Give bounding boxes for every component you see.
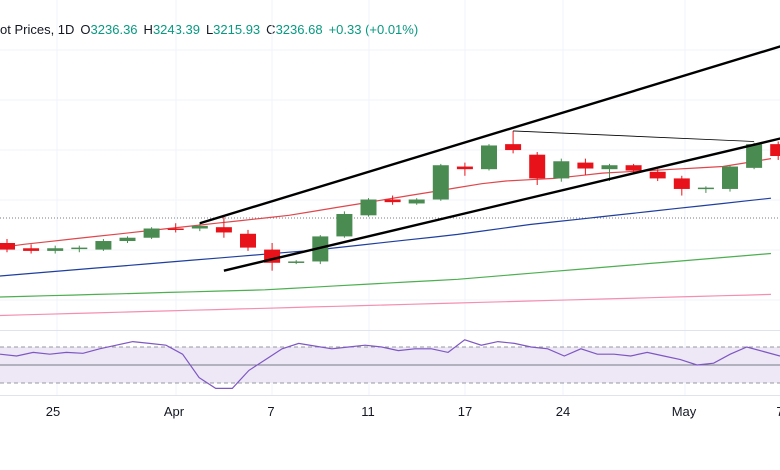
x-tick-label: May <box>672 404 697 419</box>
candle-body <box>288 261 305 263</box>
rsi-pane <box>0 330 780 389</box>
candle <box>360 198 377 217</box>
candle-body <box>23 248 40 251</box>
symbol-title: ot Prices, 1D <box>0 22 75 37</box>
open-value: 3236.36 <box>90 22 138 37</box>
candle <box>481 144 497 171</box>
candle-body <box>673 178 690 189</box>
candle <box>0 239 15 253</box>
candle <box>71 245 88 253</box>
grid-lines <box>0 0 780 395</box>
candle <box>215 216 232 238</box>
candle-body <box>167 228 184 230</box>
candle <box>553 158 570 182</box>
candle <box>119 236 136 243</box>
channel-upper-line <box>199 45 780 225</box>
candle <box>456 162 473 176</box>
x-tick-label: Apr <box>164 404 185 419</box>
candle <box>240 229 256 251</box>
candle-body <box>240 233 256 248</box>
candle-body <box>649 171 666 179</box>
open-label: O <box>80 22 91 37</box>
candle-body <box>191 225 208 229</box>
candle <box>432 163 449 201</box>
candle-body <box>770 144 780 156</box>
candle <box>167 223 184 233</box>
candle <box>191 223 208 232</box>
candle <box>722 165 738 192</box>
candle <box>505 130 522 154</box>
candle-body <box>505 144 522 151</box>
moving-averages <box>0 158 772 317</box>
candle-body <box>553 161 570 179</box>
x-tick-label: 25 <box>46 404 60 419</box>
candle <box>143 227 160 240</box>
close-label: C <box>266 22 276 37</box>
trend-drawings[interactable] <box>199 43 780 272</box>
candle-body <box>71 247 88 250</box>
ema-slow-line <box>0 252 772 298</box>
candle-body <box>215 227 232 233</box>
candle-body <box>143 228 160 238</box>
candle-body <box>456 166 473 170</box>
candles <box>0 130 780 271</box>
candle <box>47 245 64 254</box>
ema-long-line <box>0 293 772 317</box>
candle-body <box>481 145 497 170</box>
candle <box>673 175 690 196</box>
candle-body <box>722 166 738 189</box>
change-value: +0.33 (+0.01%) <box>328 22 419 37</box>
candle-body <box>0 243 15 250</box>
candle-body <box>336 214 353 237</box>
candle-body <box>529 154 546 179</box>
rsi-line <box>0 339 780 389</box>
candle-body <box>577 162 594 169</box>
candle-body <box>746 144 763 168</box>
close-value: 3236.68 <box>275 22 323 37</box>
candle <box>288 260 305 265</box>
candle <box>23 244 40 254</box>
candle <box>577 158 594 176</box>
candle-body <box>47 248 64 251</box>
candle-body <box>95 241 112 250</box>
candle-body <box>360 199 377 216</box>
x-axis: 25 Apr 7 11 17 24 May 7 <box>0 395 780 419</box>
candle-body <box>625 165 642 171</box>
candle <box>95 239 112 251</box>
candle <box>384 195 401 205</box>
candle-body <box>384 199 401 203</box>
candle <box>336 211 353 238</box>
x-tick-label: 7 <box>776 404 780 419</box>
candle-body <box>408 199 425 204</box>
candle <box>408 198 425 205</box>
candle-body <box>697 187 714 190</box>
candle <box>697 186 714 193</box>
x-tick-label: 7 <box>267 404 274 419</box>
high-label: H <box>143 22 153 37</box>
candle <box>649 169 666 182</box>
x-tick-label: 24 <box>556 404 570 419</box>
candle <box>770 141 780 160</box>
candle-body <box>119 237 136 242</box>
trendline <box>513 130 755 142</box>
low-value: 3215.93 <box>213 22 261 37</box>
x-tick-label: 11 <box>361 404 375 419</box>
candle-body <box>432 165 449 200</box>
x-tick-label: 17 <box>458 404 472 419</box>
low-label: L <box>205 22 214 37</box>
candle <box>746 142 763 170</box>
candle-body <box>601 165 618 170</box>
ema-mid-line <box>0 197 772 277</box>
channel-lower-line <box>223 137 780 272</box>
candle <box>529 152 546 185</box>
